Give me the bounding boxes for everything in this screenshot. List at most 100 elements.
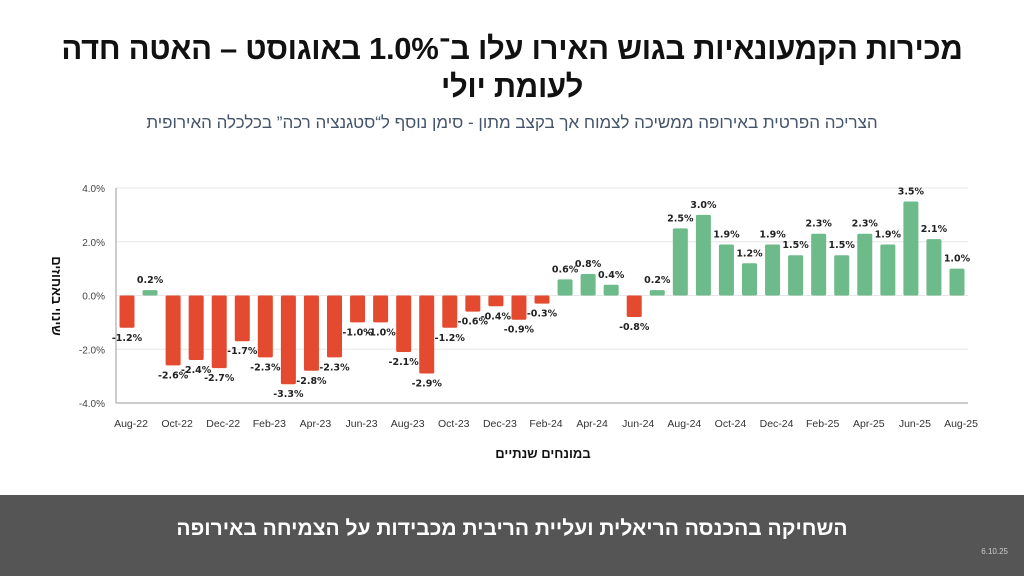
bar-Dec-24	[765, 244, 781, 296]
data-label: 1.9%	[713, 229, 740, 240]
data-label: 3.5%	[898, 186, 925, 197]
data-label: -2.9%	[412, 378, 443, 389]
bar-chart: 4.0%2.0%0.0%-2.0%-4.0% -1.2%0.2%-2.6%-2.…	[49, 184, 978, 461]
y-tick-label: 2.0%	[82, 238, 105, 249]
data-label: 2.1%	[921, 224, 948, 235]
bar-Nov-23	[465, 295, 481, 312]
bar-Mar-23	[280, 295, 296, 385]
bar-Feb-23	[257, 295, 273, 358]
bar-Aug-22	[119, 295, 135, 328]
bar-Nov-22	[188, 295, 204, 360]
bar-Aug-25	[949, 268, 965, 296]
bar-Jul-24	[649, 290, 665, 296]
bar-May-23	[327, 295, 342, 358]
bar-Jun-24	[626, 295, 642, 317]
data-label: 0.4%	[598, 270, 625, 281]
bar-Apr-25	[857, 233, 873, 296]
bar-Nov-24	[742, 263, 757, 296]
data-label: -3.3%	[273, 389, 304, 400]
data-label: -2.3%	[250, 362, 281, 373]
data-label: -1.0%	[342, 327, 373, 338]
data-label: 1.5%	[782, 240, 809, 251]
bar-Jul-25	[926, 239, 942, 296]
x-tick-label: Feb-23	[253, 418, 286, 430]
y-tick-label: 0.0%	[82, 292, 105, 303]
data-label: 0.6%	[552, 264, 579, 275]
data-label: 1.5%	[829, 240, 856, 251]
data-label: -2.7%	[204, 373, 235, 384]
bar-Jan-25	[788, 255, 804, 296]
data-label: -2.1%	[389, 357, 420, 368]
data-label: 0.8%	[575, 259, 602, 270]
bar-Dec-22	[211, 295, 227, 369]
x-tick-label: Feb-25	[806, 418, 839, 430]
data-label: 2.3%	[852, 219, 879, 230]
bar-Apr-24	[580, 274, 596, 296]
data-label: 2.5%	[667, 213, 694, 224]
bar-Jan-23	[234, 295, 250, 342]
footer-text: השחיקה בהכנסה הריאלית ועליית הריבית מכבי…	[176, 517, 848, 540]
bar-Mar-25	[834, 255, 850, 296]
x-tick-label: Oct-24	[715, 418, 747, 430]
bar-Feb-24	[534, 295, 550, 304]
footer-banner: השחיקה בהכנסה הריאלית ועליית הריבית מכבי…	[0, 495, 1024, 576]
data-label: 0.2%	[644, 275, 671, 286]
x-tick-labels: Aug-22 Oct-22 Dec-22 Feb-23 Apr-23 Jun-23 Aug-…	[114, 418, 978, 430]
page-title: מכירות הקמעונאיות בגוש האירו עלו ב־1.0% …	[61, 31, 963, 104]
x-tick-label: Jun-24	[622, 418, 654, 430]
data-label: -2.6%	[158, 370, 189, 381]
footer-date: 6.10.25	[981, 547, 1008, 556]
x-axis-title: במונחים שנתיים	[495, 446, 590, 461]
x-tick-label: Aug-24	[667, 418, 701, 430]
bar-Aug-24	[672, 228, 688, 296]
x-tick-label: Dec-22	[206, 418, 240, 430]
x-tick-label: Jun-25	[899, 418, 931, 430]
bar-Jun-25	[903, 201, 919, 296]
bar-Oct-22	[165, 295, 181, 366]
data-label: -2.8%	[296, 376, 327, 387]
x-tick-label: Aug-22	[114, 418, 148, 430]
page-subtitle: הצריכה הפרטית באירופה ממשיכה לצמוח אך בק…	[146, 113, 878, 132]
x-tick-label: Oct-22	[161, 418, 193, 430]
data-label: 2.3%	[805, 219, 832, 230]
x-tick-label: Jun-23	[346, 418, 378, 430]
y-tick-labels: 4.0% 2.0% 0.0% -2.0% -4.0%	[79, 184, 105, 410]
data-label: -1.0%	[365, 327, 396, 338]
data-label: -0.9%	[504, 325, 535, 336]
bar-Sep-24	[695, 214, 711, 296]
x-tick-label: Dec-24	[760, 418, 794, 430]
x-tick-label: Feb-24	[529, 418, 562, 430]
x-tick-label: Apr-25	[853, 418, 885, 430]
x-tick-label: Apr-24	[576, 418, 608, 430]
bar-Mar-24	[557, 279, 573, 296]
x-tick-label: Oct-23	[438, 418, 470, 430]
data-label: 1.0%	[944, 254, 971, 265]
bar-May-24	[603, 284, 619, 296]
data-label: -2.3%	[319, 362, 350, 373]
data-label: 0.2%	[137, 275, 164, 286]
x-tick-label: Dec-23	[483, 418, 517, 430]
data-label: -1.2%	[112, 333, 143, 344]
data-label: 1.2%	[736, 248, 763, 259]
data-label: -0.4%	[481, 311, 512, 322]
data-label: 3.0%	[690, 200, 717, 211]
data-labels: -1.2% 0.2% -2.6%-2.4%-2.7% -1.7% -2.3% -3.3% -…	[112, 186, 971, 400]
bar-Aug-23	[396, 295, 412, 352]
bar-Oct-24	[718, 244, 734, 296]
x-tick-label: Aug-23	[391, 418, 425, 430]
data-label: -1.2%	[435, 333, 466, 344]
bar-Oct-23	[442, 295, 458, 328]
bar-May-25	[880, 244, 896, 296]
y-tick-label: -2.0%	[79, 345, 105, 356]
x-tick-label: Apr-23	[300, 418, 332, 430]
data-label: -0.3%	[527, 309, 558, 320]
data-label: -2.4%	[181, 365, 212, 376]
data-label: -1.7%	[227, 346, 258, 357]
bar-Apr-23	[303, 295, 319, 371]
y-tick-label: 4.0%	[82, 184, 105, 195]
y-axis-title: שינוי באחוזים	[49, 256, 64, 335]
bars	[119, 201, 965, 385]
bar-Sep-23	[419, 295, 435, 374]
bar-Jun-23	[350, 295, 366, 323]
data-label: -0.6%	[458, 317, 489, 328]
